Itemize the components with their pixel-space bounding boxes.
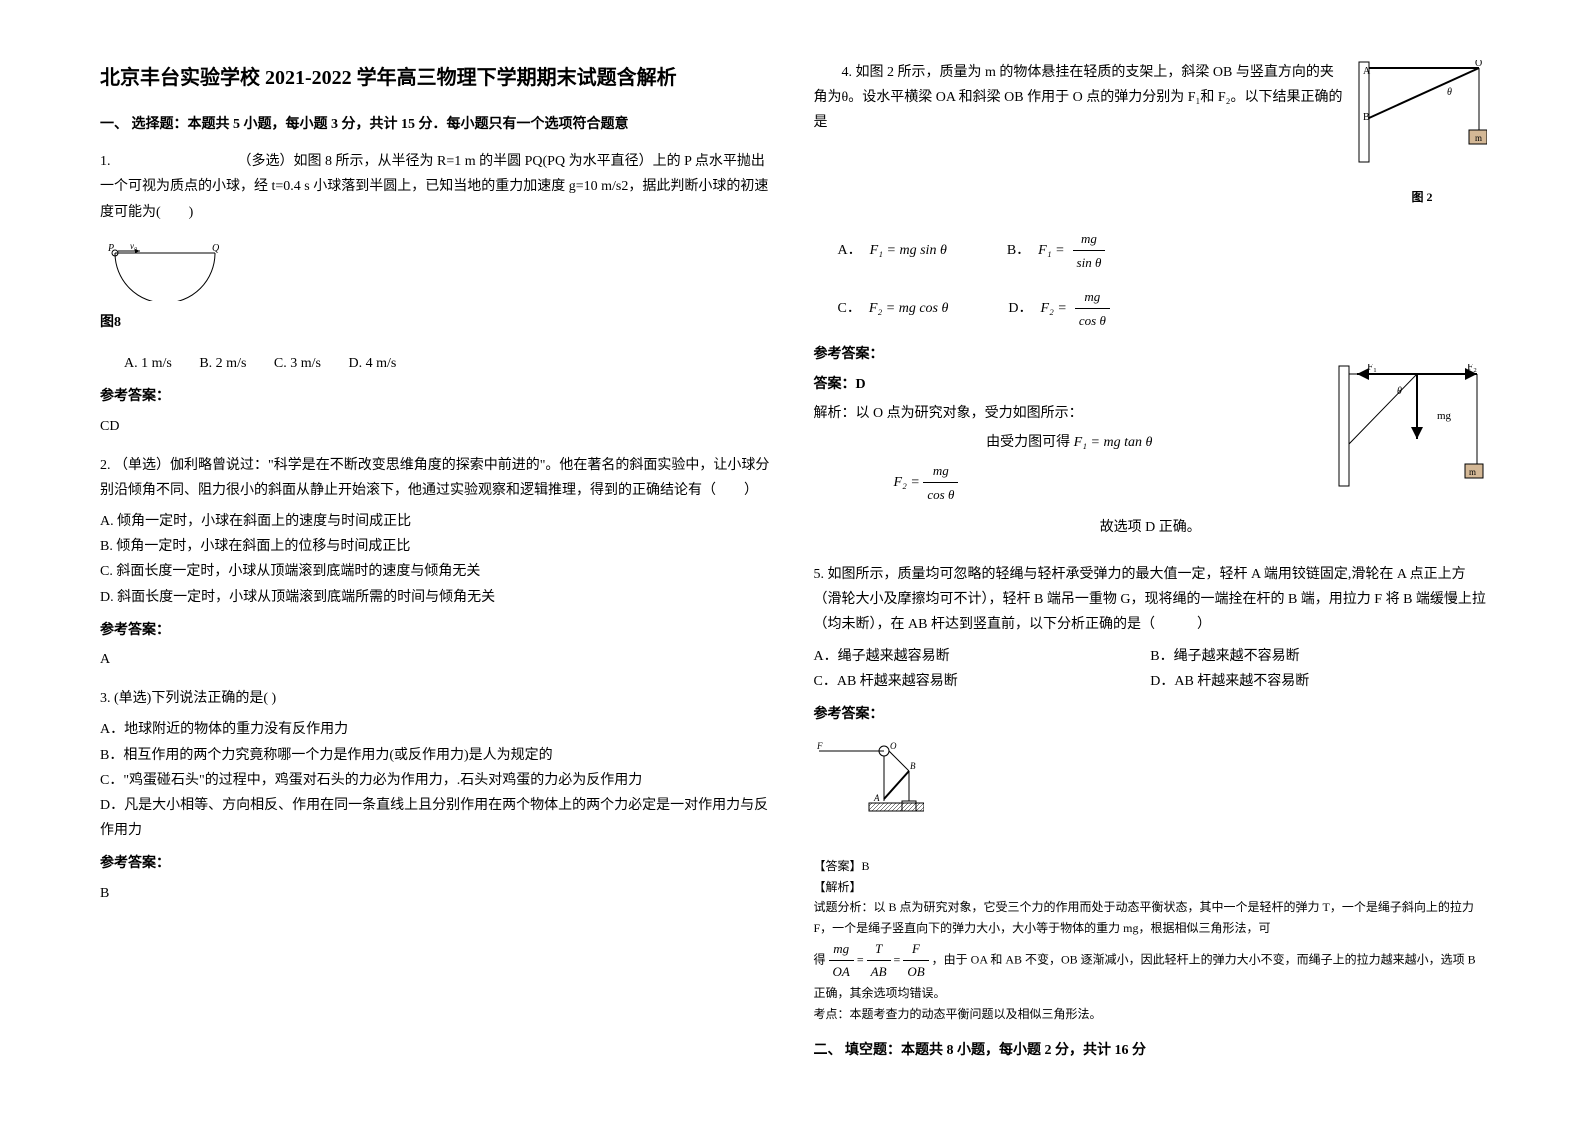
q3-answer: B [100, 881, 774, 906]
q3-answer-label: 参考答案： [100, 851, 774, 876]
q1-opt-b: B. 2 m/s [199, 351, 246, 376]
question-5: 5. 如图所示，质量均可忽略的轻绳与轻杆承受弹力的最大值一定，轻杆 A 端用铰链… [814, 562, 1488, 1024]
q5-opt-a: A．绳子越来越容易断 [814, 644, 1151, 669]
q5-explain3: 考点：本题考查力的动态平衡问题以及相似三角形法。 [814, 1004, 1488, 1024]
q4-opt-a-prefix: A． [838, 238, 862, 263]
q4-number: 4. [842, 65, 853, 80]
q4-text: 如图 2 所示，质量为 m 的物体悬挂在轻质的支架上，斜梁 OB 与竖直方向的夹… [814, 65, 1343, 130]
q5-figure: F O A B [814, 741, 924, 840]
q3-opt-c: C．"鸡蛋碰石头"的过程中，鸡蛋对石头的力必为作用力，.石头对鸡蛋的力必为反作用… [100, 768, 774, 793]
frac-den: OA [829, 961, 854, 983]
q1-number: 1. [100, 154, 111, 169]
q1-opt-d: D. 4 m/s [349, 351, 397, 376]
q3-opt-b: B．相互作用的两个力究竟称哪一个力是作用力(或反作用力)是人为规定的 [100, 743, 774, 768]
q4-f2eq: F₂ = [1040, 296, 1066, 321]
frac-num: T [867, 938, 891, 961]
q4-opt-a-formula: F₁ = mg sin θ [870, 238, 947, 263]
q1-opt-c: C. 3 m/s [274, 351, 321, 376]
frac-num: mg [1073, 227, 1106, 251]
frac-den: AB [867, 961, 891, 983]
q1-answer-label: 参考答案： [100, 384, 774, 409]
frac-num: mg [829, 938, 854, 961]
frac-den: cos θ [923, 483, 958, 506]
eq-sign: = [894, 952, 901, 966]
q1-fig-label: 图8 [100, 310, 240, 335]
q5-explain2: 得 mgOA = TAB = FOB ，由于 OA 和 AB 不变，OB 逐渐减… [814, 938, 1488, 1004]
svg-text:m: m [1475, 133, 1482, 143]
q2-answer-label: 参考答案： [100, 618, 774, 643]
svg-text:mg: mg [1437, 410, 1452, 422]
section2-header: 二、 填空题：本题共 8 小题，每小题 2 分，共计 16 分 [814, 1038, 1488, 1063]
q1-text: （多选）如图 8 所示，从半径为 R=1 m 的半圆 PQ(PQ 为水平直径）上… [100, 154, 768, 219]
frac-den: cos θ [1075, 309, 1110, 332]
q5-ans-tag: 【答案】B [814, 856, 1488, 876]
q4-opt-b-prefix: B． [1007, 238, 1030, 263]
svg-text:P: P [107, 243, 114, 254]
question-4: A O B θ m 图 2 4. 如图 2 所示，质量为 m 的物体悬挂在轻质的… [814, 60, 1488, 548]
svg-text:O: O [890, 741, 897, 751]
q3-opt-a: A．地球附近的物体的重力没有反作用力 [100, 717, 774, 742]
q4-fig-label: 图 2 [1357, 187, 1487, 209]
q1-figure: P v₀ Q 图8 [100, 241, 240, 335]
page-title: 北京丰台实验学校 2021-2022 学年高三物理下学期期末试题含解析 [100, 60, 774, 96]
q5-explain1: 试题分析：以 B 点为研究对象，它受三个力的作用而处于动态平衡状态，其中一个是轻… [814, 897, 1488, 938]
q3-number: 3. [100, 691, 111, 706]
q2-opt-a: A. 倾角一定时，小球在斜面上的速度与时间成正比 [100, 509, 774, 534]
frac-num: mg [1075, 285, 1110, 309]
q5-text: 如图所示，质量均可忽略的轻绳与轻杆承受弹力的最大值一定，轻杆 A 端用铰链固定,… [814, 567, 1486, 632]
svg-text:O: O [1475, 60, 1482, 69]
q2-text: （单选）伽利略曾说过："科学是在不断改变思维角度的探索中前进的"。他在著名的斜面… [100, 458, 769, 498]
q5-number: 5. [814, 567, 825, 582]
svg-text:A: A [873, 793, 880, 803]
frac-num: mg [923, 459, 958, 483]
q4-ans3: 由受力图可得 [986, 435, 1070, 450]
q5-explain2-pre: 得 [814, 952, 826, 966]
svg-text:θ: θ [1397, 386, 1402, 397]
q4-force-figure: F₁ F₂ mg m θ [1337, 364, 1487, 513]
svg-text:v₀: v₀ [130, 241, 137, 251]
svg-text:θ: θ [1447, 87, 1452, 98]
svg-text:F: F [816, 741, 823, 751]
q5-opt-d: D．AB 杆越来越不容易断 [1150, 669, 1487, 694]
q3-text: (单选)下列说法正确的是( ) [114, 691, 276, 706]
frac-den: OB [903, 961, 928, 983]
q5-opt-c: C．AB 杆越来越容易断 [814, 669, 1151, 694]
q5-answer-label: 参考答案： [814, 702, 1488, 727]
q5-explain-tag: 【解析】 [814, 877, 1488, 897]
q1-answer: CD [100, 414, 774, 439]
q5-opt-b: B．绳子越来越不容易断 [1150, 644, 1487, 669]
svg-text:F₂: F₂ [1467, 364, 1477, 373]
svg-text:B: B [1363, 112, 1370, 123]
eq-sign: = [857, 952, 864, 966]
q2-opt-b: B. 倾角一定时，小球在斜面上的位移与时间成正比 [100, 534, 774, 559]
q4-opt-d-prefix: D． [1008, 296, 1032, 321]
svg-text:Q: Q [212, 243, 220, 254]
svg-text:B: B [910, 761, 916, 771]
frac-den: sin θ [1073, 251, 1106, 274]
q4-ans3b: F₁ = mg tan θ [1074, 435, 1153, 450]
q4-ans4: 故选项 D 正确。 [814, 515, 1488, 540]
q2-opt-d: D. 斜面长度一定时，小球从顶端滚到底端所需的时间与倾角无关 [100, 585, 774, 610]
q1-opt-a: A. 1 m/s [124, 351, 172, 376]
section1-header: 一、 选择题：本题共 5 小题，每小题 3 分，共计 15 分．每小题只有一个选… [100, 112, 774, 137]
svg-text:A: A [1363, 66, 1371, 77]
question-3: 3. (单选)下列说法正确的是( ) A．地球附近的物体的重力没有反作用力 B．… [100, 686, 774, 906]
question-2: 2. （单选）伽利略曾说过："科学是在不断改变思维角度的探索中前进的"。他在著名… [100, 453, 774, 673]
q4-f2eq2: F₂ = [894, 475, 920, 490]
svg-text:F₁: F₁ [1367, 364, 1377, 373]
q4-opt-c-formula: F₂ = mg cos θ [869, 296, 949, 321]
q4-opt-c-prefix: C． [838, 296, 861, 321]
question-1: 1. （多选）如图 8 所示，从半径为 R=1 m 的半圆 PQ(PQ 为水平直… [100, 149, 774, 439]
q2-answer: A [100, 647, 774, 672]
q2-opt-c: C. 斜面长度一定时，小球从顶端滚到底端时的速度与倾角无关 [100, 559, 774, 584]
q2-number: 2. [100, 458, 111, 473]
frac-num: F [903, 938, 928, 961]
q4-f1eq: F₁ = [1038, 238, 1064, 263]
q3-opt-d: D．凡是大小相等、方向相反、作用在同一条直线上且分别作用在两个物体上的两个力必定… [100, 793, 774, 843]
q4-figure: A O B θ m 图 2 [1357, 60, 1487, 217]
svg-text:m: m [1469, 467, 1476, 477]
